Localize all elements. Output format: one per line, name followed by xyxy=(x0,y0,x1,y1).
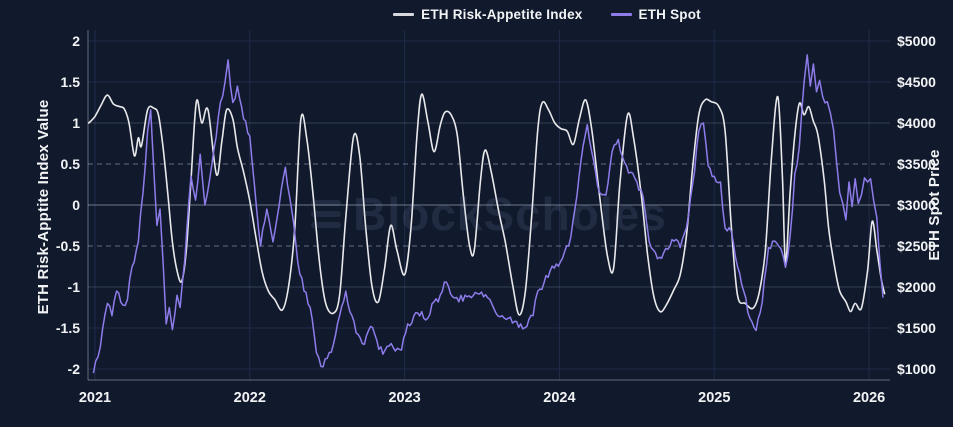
legend-item-risk-appetite-index[interactable]: ETH Risk-Appetite Index xyxy=(393,7,582,22)
right-tick-label: $1500 xyxy=(897,320,936,336)
left-tick-label: 0 xyxy=(72,197,80,213)
x-tick-label: 2022 xyxy=(233,390,266,406)
left-tick-label: 1.5 xyxy=(60,74,80,90)
left-tick-label: -2 xyxy=(67,361,80,377)
left-tick-label: 2 xyxy=(72,33,80,49)
right-tick-label: $5000 xyxy=(897,33,936,49)
left-tick-label: 1 xyxy=(72,115,80,131)
x-tick-label: 2023 xyxy=(388,390,421,406)
legend-label-eth-spot: ETH Spot xyxy=(638,7,701,22)
legend: ETH Risk-Appetite Index ETH Spot xyxy=(88,7,948,22)
risk-index-line-swatch xyxy=(393,13,415,16)
left-tick-label: -0.5 xyxy=(55,238,80,254)
right-tick-label: $3500 xyxy=(897,156,936,172)
right-tick-label: $3000 xyxy=(897,197,936,213)
legend-label-risk-index: ETH Risk-Appetite Index xyxy=(421,7,583,22)
x-tick-label: 2026 xyxy=(852,390,886,406)
x-tick-label: 2025 xyxy=(698,390,731,406)
left-tick-label: -1.5 xyxy=(55,320,80,336)
x-tick-label: 2021 xyxy=(78,390,112,406)
right-tick-label: $2000 xyxy=(897,279,936,295)
eth-spot-line-swatch xyxy=(610,13,632,16)
left-tick-label: -1 xyxy=(67,279,80,295)
right-tick-label: $4000 xyxy=(897,115,936,131)
x-tick-label: 2024 xyxy=(543,390,576,406)
right-tick-label: $1000 xyxy=(897,361,936,377)
legend-item-eth-spot[interactable]: ETH Spot xyxy=(610,7,701,22)
right-tick-label: $2500 xyxy=(897,238,936,254)
left-tick-label: 0.5 xyxy=(60,156,80,172)
right-tick-label: $4500 xyxy=(897,74,936,90)
